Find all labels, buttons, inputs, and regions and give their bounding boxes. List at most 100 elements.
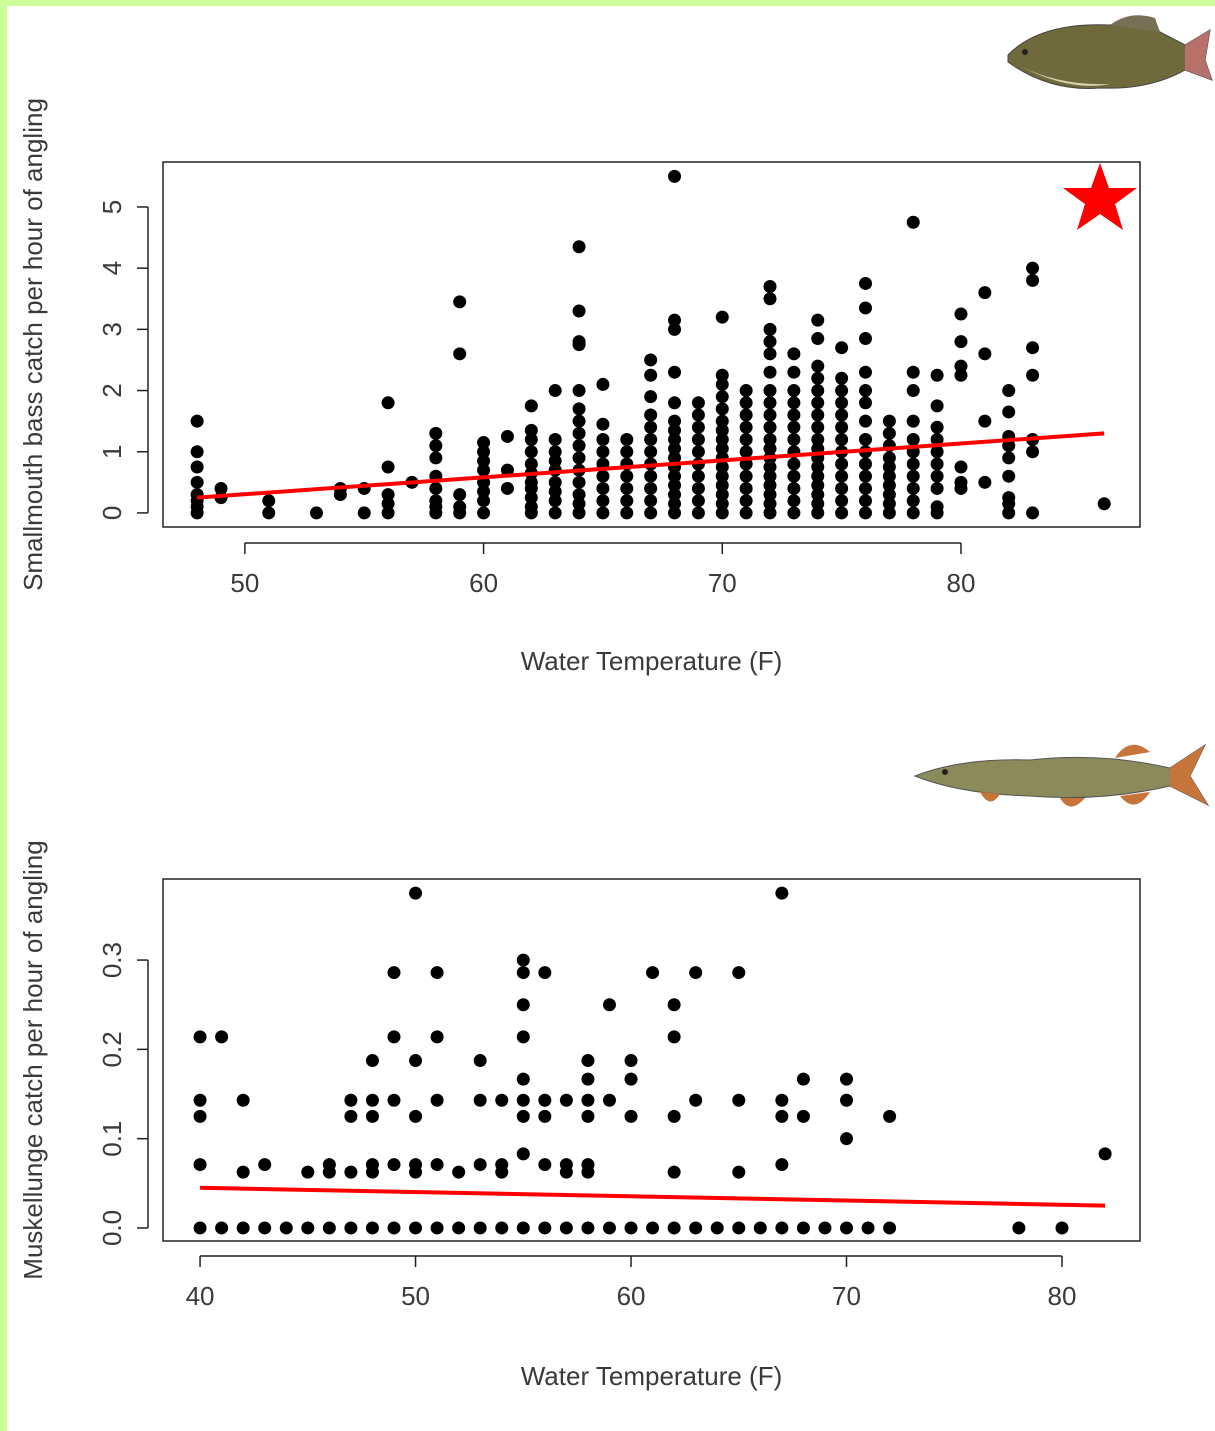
point <box>236 1093 250 1107</box>
point <box>596 469 610 483</box>
point <box>930 399 944 413</box>
y-tick-label: 0.2 <box>97 1031 127 1067</box>
point <box>763 497 777 511</box>
point <box>811 469 825 483</box>
point <box>381 488 395 502</box>
point <box>559 1165 573 1179</box>
point <box>644 506 658 520</box>
point <box>882 497 896 511</box>
point <box>858 432 872 446</box>
point <box>668 313 682 327</box>
x-tick-label: 50 <box>401 1281 430 1311</box>
point <box>883 1109 897 1123</box>
point <box>691 445 705 459</box>
point <box>258 1221 272 1235</box>
point <box>1026 341 1040 355</box>
point <box>524 500 538 514</box>
point <box>691 420 705 434</box>
point <box>215 1221 229 1235</box>
point <box>387 1221 401 1235</box>
point <box>644 494 658 508</box>
point <box>381 497 395 511</box>
point <box>409 886 423 900</box>
point <box>495 1165 509 1179</box>
point <box>715 432 729 446</box>
point <box>581 1165 595 1179</box>
point <box>1002 405 1016 419</box>
point <box>301 1165 315 1179</box>
point <box>668 365 682 379</box>
point <box>978 414 992 428</box>
point <box>572 506 586 520</box>
point <box>516 1221 530 1235</box>
point <box>262 494 276 508</box>
point <box>548 384 562 398</box>
point <box>301 1221 315 1235</box>
point <box>344 1221 358 1235</box>
point <box>858 301 872 315</box>
x-axis-label: Water Temperature (F) <box>521 1361 783 1391</box>
point <box>787 494 801 508</box>
point <box>691 396 705 410</box>
point <box>787 457 801 471</box>
point <box>858 332 872 346</box>
point <box>775 1221 789 1235</box>
point <box>644 368 658 382</box>
point <box>644 408 658 422</box>
point <box>715 310 729 324</box>
point <box>763 408 777 422</box>
point <box>365 1165 379 1179</box>
point <box>858 469 872 483</box>
point <box>236 1165 250 1179</box>
point <box>602 1221 616 1235</box>
point <box>930 445 944 459</box>
point <box>1026 261 1040 275</box>
point <box>596 506 610 520</box>
point <box>1026 273 1040 287</box>
point <box>882 451 896 465</box>
point <box>858 396 872 410</box>
point <box>516 953 530 967</box>
point <box>581 1221 595 1235</box>
point <box>840 1132 854 1146</box>
point <box>715 506 729 520</box>
point <box>538 1093 552 1107</box>
point <box>930 481 944 495</box>
point <box>572 384 586 398</box>
point <box>811 420 825 434</box>
point <box>215 1030 229 1044</box>
point <box>190 460 204 474</box>
point <box>906 469 920 483</box>
point <box>548 432 562 446</box>
point <box>1002 451 1016 465</box>
point <box>787 384 801 398</box>
point <box>495 1093 509 1107</box>
point <box>516 1030 530 1044</box>
point <box>644 481 658 495</box>
point <box>763 488 777 502</box>
point <box>624 1109 638 1123</box>
point <box>775 1109 789 1123</box>
point <box>409 1054 423 1068</box>
point <box>1026 506 1040 520</box>
point <box>668 169 682 183</box>
point <box>763 322 777 336</box>
point <box>930 368 944 382</box>
point <box>193 1030 207 1044</box>
point <box>763 335 777 349</box>
point <box>954 475 968 489</box>
point <box>954 335 968 349</box>
point <box>430 966 444 980</box>
point <box>429 481 443 495</box>
y-tick-label: 0.1 <box>97 1121 127 1157</box>
point <box>581 1093 595 1107</box>
point <box>668 322 682 336</box>
point <box>775 1093 789 1107</box>
point <box>477 494 491 508</box>
point <box>739 408 753 422</box>
point <box>430 1221 444 1235</box>
point <box>739 506 753 520</box>
point <box>620 432 634 446</box>
point <box>429 426 443 440</box>
